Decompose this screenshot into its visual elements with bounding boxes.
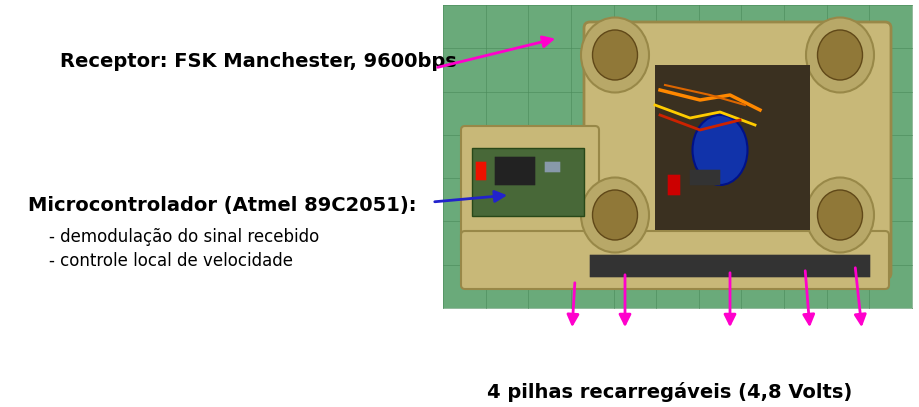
FancyBboxPatch shape bbox=[545, 162, 561, 172]
Ellipse shape bbox=[693, 115, 747, 185]
Text: - controle local de velocidade: - controle local de velocidade bbox=[28, 252, 293, 270]
Text: Receptor: FSK Manchester, 9600bps: Receptor: FSK Manchester, 9600bps bbox=[60, 52, 457, 71]
Text: 4 pilhas recarregáveis (4,8 Volts): 4 pilhas recarregáveis (4,8 Volts) bbox=[487, 382, 853, 402]
FancyBboxPatch shape bbox=[655, 65, 810, 230]
FancyBboxPatch shape bbox=[494, 157, 535, 185]
Ellipse shape bbox=[593, 30, 638, 80]
Ellipse shape bbox=[581, 18, 649, 92]
Text: Microcontrolador (Atmel 89C2051):: Microcontrolador (Atmel 89C2051): bbox=[28, 196, 416, 215]
Ellipse shape bbox=[581, 177, 649, 252]
FancyBboxPatch shape bbox=[461, 126, 599, 254]
FancyBboxPatch shape bbox=[443, 5, 912, 308]
FancyBboxPatch shape bbox=[668, 175, 680, 195]
Ellipse shape bbox=[593, 190, 638, 240]
FancyBboxPatch shape bbox=[590, 255, 870, 277]
Ellipse shape bbox=[806, 177, 874, 252]
Ellipse shape bbox=[818, 30, 863, 80]
FancyBboxPatch shape bbox=[584, 22, 891, 279]
FancyBboxPatch shape bbox=[461, 231, 889, 289]
Text: - demodulação do sinal recebido: - demodulação do sinal recebido bbox=[28, 228, 319, 246]
Ellipse shape bbox=[818, 190, 863, 240]
FancyBboxPatch shape bbox=[476, 162, 486, 180]
FancyBboxPatch shape bbox=[472, 148, 584, 216]
FancyBboxPatch shape bbox=[689, 170, 720, 185]
Ellipse shape bbox=[806, 18, 874, 92]
